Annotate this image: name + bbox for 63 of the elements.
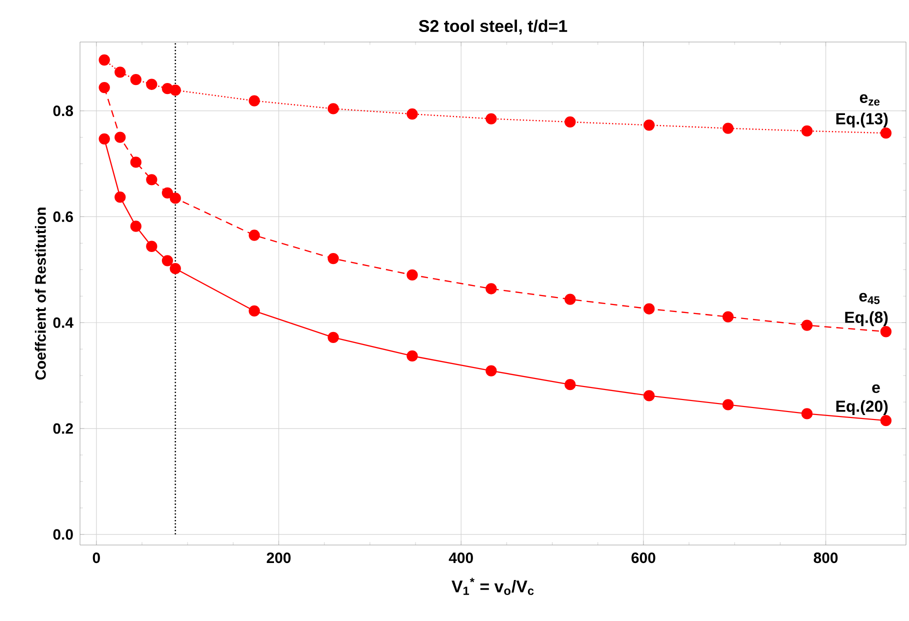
point [114,192,126,203]
point [722,122,734,134]
point [486,283,497,294]
point [146,174,158,186]
y-tick-label: 0.6 [53,211,73,222]
point [801,125,813,137]
point [406,269,418,281]
point [248,95,260,106]
point [170,84,181,96]
point [328,332,339,344]
point [644,303,655,314]
point [486,365,497,376]
point [248,230,260,241]
point [130,156,142,168]
point [162,187,174,198]
point [406,350,418,362]
x-tick-label: 800 [814,552,838,564]
point [114,66,126,78]
point [130,74,142,86]
point [564,294,576,305]
x-tick-label: 200 [266,552,291,564]
point [880,414,892,426]
annotation: Eq.(20) [836,400,888,416]
point [248,305,260,317]
point [98,54,110,66]
y-tick-label: 0.8 [53,106,74,116]
point [170,263,181,274]
point [328,252,339,264]
annotation: Eq.(8) [845,311,888,326]
y-tick-label: 0.4 [53,317,74,328]
series-label: e [872,384,880,394]
point [146,240,158,252]
y-tick-label: 0.2 [53,423,73,434]
point [644,390,655,402]
point [564,378,576,390]
point [880,127,892,139]
point [130,220,142,232]
point [114,132,126,143]
x-axis-title: V$_{1}$$^{*}$ = v$_{o}$/V$_{c}$ [452,578,534,595]
point [328,103,339,114]
point [564,116,576,128]
point [801,408,813,420]
point [406,108,418,120]
point [801,320,813,331]
y-tick-label: 0.0 [53,529,73,540]
series-label: e$_{45}$ [859,292,880,304]
x-tick-label: 400 [448,552,473,564]
point [98,82,110,94]
annotation: Eq.(13) [836,112,888,128]
chart-title: S2 tool steel, t/d=1 [418,20,568,34]
point [880,326,892,338]
series-label: e$_{ze}$ [860,94,880,106]
point [146,78,158,90]
y-axis-title: Coeffcient of Restitution [34,208,46,380]
point [722,399,734,410]
point [722,311,734,322]
x-tick-label: 0 [92,552,100,564]
x-tick-label: 600 [632,552,656,564]
point [162,255,174,266]
point [644,120,655,131]
point [486,113,497,124]
point [170,192,181,204]
point [98,133,110,144]
